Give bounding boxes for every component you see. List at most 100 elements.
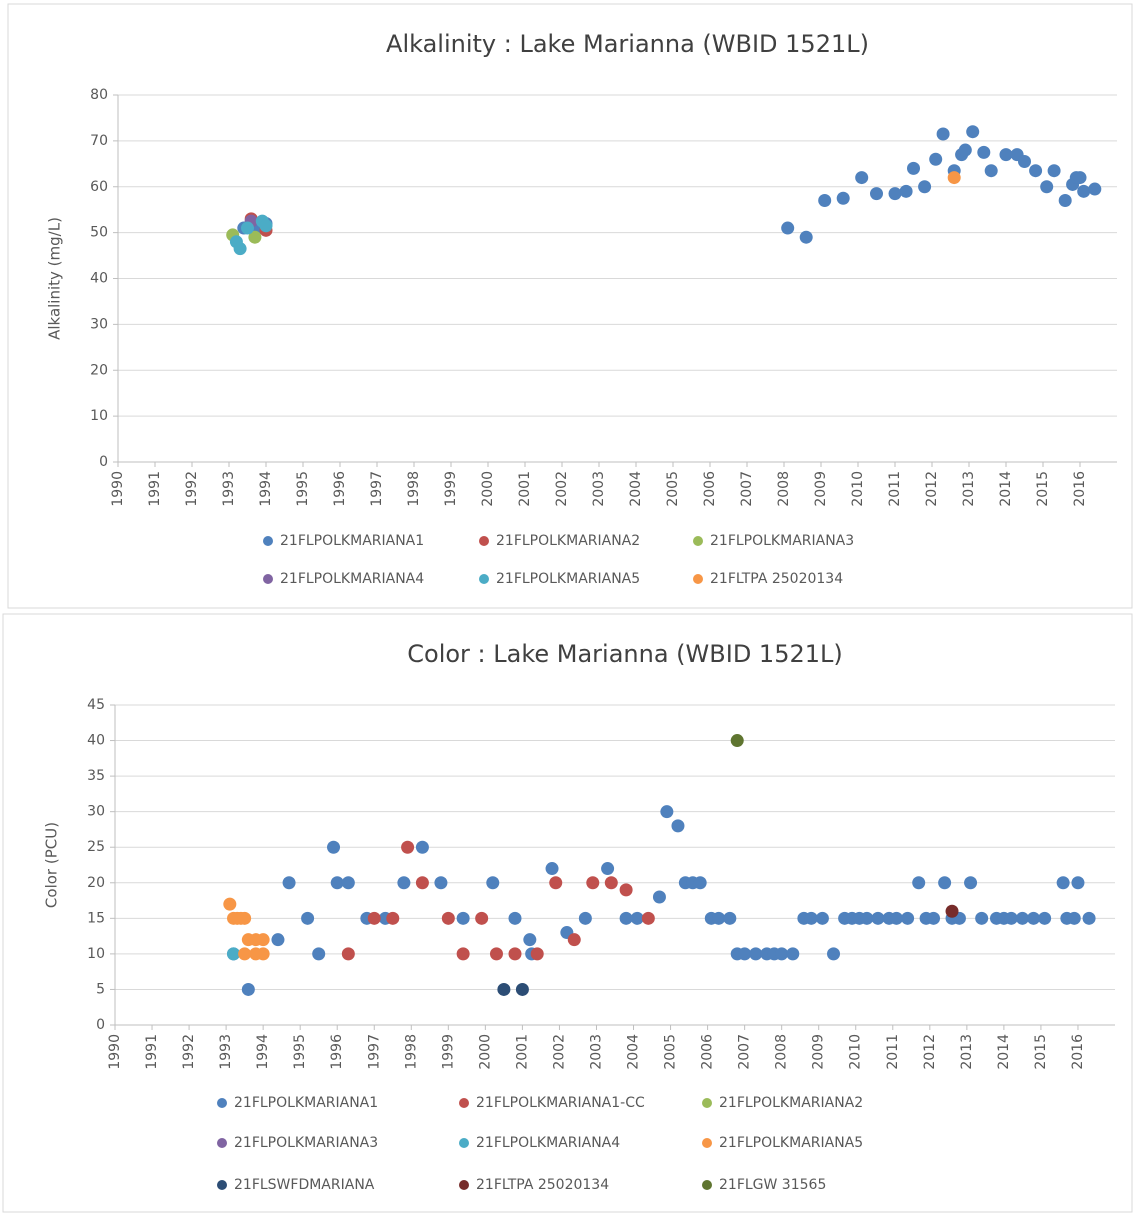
x-tick-label: 2011: [887, 471, 903, 507]
data-point: [1071, 876, 1085, 890]
data-point: [984, 164, 998, 178]
y-tick-label: 20: [87, 875, 105, 891]
data-point: [397, 876, 411, 890]
data-point: [545, 862, 559, 876]
x-tick-label: 2012: [924, 471, 940, 507]
x-tick-label: 2004: [628, 471, 644, 507]
x-tick-label: 2003: [591, 471, 607, 507]
data-point: [256, 933, 270, 947]
data-point: [578, 911, 592, 925]
data-point: [1058, 194, 1072, 208]
y-tick-label: 15: [87, 910, 105, 926]
y-tick-label: 25: [87, 839, 105, 855]
data-point: [604, 876, 618, 890]
data-point: [738, 947, 752, 961]
data-point: [871, 911, 885, 925]
y-axis-label: Alkalinity (mg/L): [46, 217, 64, 340]
data-point: [386, 911, 400, 925]
data-point: [601, 862, 615, 876]
y-tick-label: 20: [90, 362, 108, 378]
data-point: [1067, 911, 1081, 925]
data-point: [434, 876, 448, 890]
legend-label: 21FLPOLKMARIANA2: [719, 1095, 863, 1111]
data-point: [415, 876, 429, 890]
legend-label: 21FLPOLKMARIANA5: [719, 1135, 863, 1151]
x-tick-label: 1998: [403, 1034, 419, 1070]
x-tick-label: 1997: [366, 1034, 382, 1070]
x-tick-label: 2006: [700, 1034, 716, 1070]
data-point: [530, 947, 544, 961]
x-tick-label: 2012: [922, 1034, 938, 1070]
legend-marker: [263, 574, 273, 584]
y-tick-label: 30: [90, 316, 108, 332]
data-point: [888, 187, 902, 201]
data-point: [775, 947, 789, 961]
data-point: [341, 876, 355, 890]
legend-marker: [217, 1180, 227, 1190]
data-point: [1073, 171, 1087, 185]
data-point: [1088, 182, 1102, 196]
x-tick-label: 2009: [811, 1034, 827, 1070]
legend-marker: [479, 574, 489, 584]
x-tick-label: 2014: [998, 471, 1014, 507]
data-point: [804, 911, 818, 925]
data-point: [1015, 911, 1029, 925]
data-point: [975, 911, 989, 925]
data-point: [327, 840, 341, 854]
data-point: [899, 184, 913, 198]
legend-marker: [702, 1180, 712, 1190]
data-point: [301, 911, 315, 925]
legend-marker: [693, 536, 703, 546]
legend-marker: [459, 1180, 469, 1190]
x-tick-label: 1996: [332, 471, 348, 507]
x-tick-label: 1994: [255, 1034, 271, 1070]
legend-label: 21FLTPA 25020134: [710, 571, 843, 587]
x-tick-label: 2010: [848, 1034, 864, 1070]
legend-marker: [263, 536, 273, 546]
legend-marker: [693, 574, 703, 584]
data-point: [964, 876, 978, 890]
x-tick-label: 2014: [996, 1034, 1012, 1070]
panel: [2, 613, 1133, 1213]
data-point: [241, 221, 254, 235]
data-point: [508, 911, 522, 925]
data-point: [918, 180, 932, 194]
data-point: [567, 933, 581, 947]
data-point: [312, 947, 326, 961]
x-tick-label: 2006: [702, 471, 718, 507]
data-point: [241, 982, 255, 996]
data-point: [549, 876, 563, 890]
legend-label: 21FLPOLKMARIANA5: [496, 571, 640, 587]
x-tick-label: 1993: [218, 1034, 234, 1070]
x-tick-label: 2000: [480, 471, 496, 507]
data-point: [1004, 911, 1018, 925]
x-tick-label: 1991: [147, 471, 163, 507]
chart-title: Color : Lake Marianna (WBID 1521L): [407, 640, 843, 668]
data-point: [238, 947, 252, 961]
data-point: [730, 734, 744, 748]
data-point: [901, 911, 915, 925]
data-point: [947, 171, 961, 185]
x-tick-label: 2009: [813, 471, 829, 507]
y-tick-label: 60: [90, 179, 108, 195]
y-tick-label: 5: [96, 981, 105, 997]
y-tick-label: 45: [87, 697, 105, 713]
data-point: [1038, 911, 1052, 925]
x-tick-label: 2003: [588, 1034, 604, 1070]
data-point: [441, 911, 455, 925]
x-tick-label: 1992: [181, 1034, 197, 1070]
data-point: [958, 143, 972, 157]
y-tick-label: 10: [87, 946, 105, 962]
data-point: [977, 145, 991, 159]
y-axis-label: Color (PCU): [43, 822, 61, 908]
data-point: [456, 947, 470, 961]
x-tick-label: 1993: [221, 471, 237, 507]
data-point: [248, 230, 262, 244]
x-tick-label: 1997: [369, 471, 385, 507]
data-point: [233, 242, 247, 256]
x-tick-label: 2002: [554, 471, 570, 507]
data-point: [341, 947, 355, 961]
data-point: [271, 933, 285, 947]
data-point: [486, 876, 500, 890]
